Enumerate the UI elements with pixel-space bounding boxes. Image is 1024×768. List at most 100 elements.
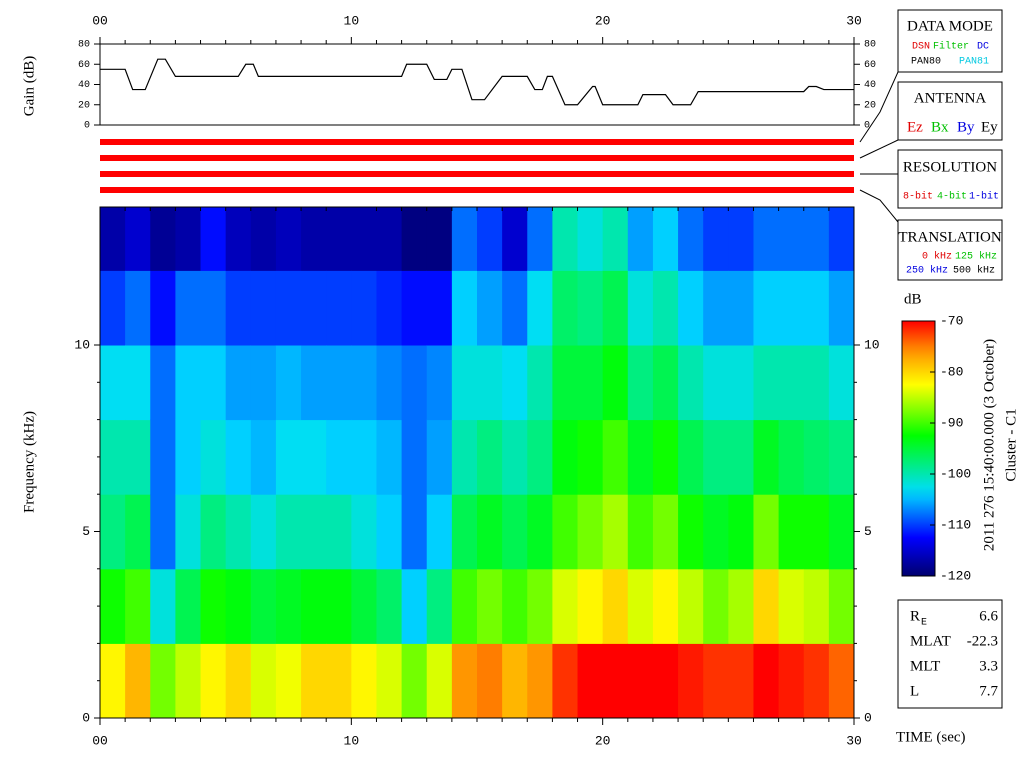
connector (859, 139, 899, 159)
heatmap-cell (351, 345, 377, 421)
heatmap-cell (577, 270, 604, 346)
heatmap-cell (753, 345, 780, 421)
heatmap-cell (451, 207, 478, 271)
heatmap-cell (351, 494, 377, 570)
gain-line (100, 58, 854, 106)
heatmap-cell (175, 345, 202, 421)
heatmap-cell (401, 345, 428, 421)
panel-item: By (957, 119, 975, 135)
heatmap-cell (426, 568, 453, 644)
heatmap-cell (250, 494, 277, 570)
heatmap-cell (150, 345, 176, 421)
heatmap-cell (376, 568, 403, 644)
x-tick-label: 20 (595, 13, 611, 28)
heatmap-cell (200, 207, 227, 271)
status-bar (100, 155, 854, 161)
heatmap-cell (326, 494, 352, 570)
heatmap-cell (753, 207, 780, 271)
heatmap-cell (150, 643, 176, 719)
heatmap-cell (301, 345, 327, 421)
heatmap-cell (828, 270, 855, 346)
heatmap-cell (451, 419, 478, 495)
panel-item: Ey (981, 119, 998, 135)
heatmap-cell (803, 270, 830, 346)
heatmap-cell (753, 494, 780, 570)
heatmap-cell (627, 643, 654, 719)
heatmap-cell (778, 207, 805, 271)
y-tick-label: 80 (864, 40, 876, 51)
panel-item: DSN (912, 42, 930, 53)
heatmap-cell (125, 207, 151, 271)
heatmap-cell (652, 419, 679, 495)
colorbar-tick-label: -100 (940, 466, 971, 481)
colorbar-tick-label: -120 (940, 568, 971, 583)
heatmap-cell (275, 345, 302, 421)
heatmap-cell (376, 345, 403, 421)
status-bar (100, 171, 854, 177)
x-tick-label: 00 (92, 733, 108, 748)
heatmap-cell (728, 419, 754, 495)
heatmap-cell (426, 494, 453, 570)
y-tick-label: 0 (864, 121, 870, 132)
heatmap-cell (703, 207, 729, 271)
y-tick-label: 5 (82, 524, 90, 539)
heatmap-cell (125, 270, 151, 346)
panel-title: TRANSLATION (898, 229, 1001, 245)
heatmap-cell (301, 643, 327, 719)
heatmap-cell (502, 419, 528, 495)
heatmap-cell (728, 568, 754, 644)
heatmap-cell (426, 419, 453, 495)
heatmap-cell (150, 568, 176, 644)
heatmap-cell (552, 643, 579, 719)
info-label: MLAT (910, 633, 951, 649)
heatmap-cell (100, 494, 126, 570)
panel-item: 125 kHz (955, 251, 997, 263)
heatmap-cell (527, 643, 553, 719)
heatmap-cell (200, 643, 227, 719)
colorbar (901, 320, 936, 577)
heatmap-cell (275, 568, 302, 644)
heatmap-cell (250, 643, 277, 719)
heatmap-cell (401, 643, 428, 719)
heatmap-cell (275, 643, 302, 719)
status-bar (100, 139, 854, 145)
heatmap-cell (326, 270, 352, 346)
spacecraft: Cluster - C1 (1003, 408, 1019, 481)
heatmap-cell (577, 643, 604, 719)
heatmap-cell (301, 419, 327, 495)
heatmap-cell (652, 207, 679, 271)
heatmap-cell (602, 207, 629, 271)
panel-box (897, 219, 1003, 281)
heatmap-cell (527, 207, 553, 271)
heatmap-cell (602, 419, 629, 495)
heatmap-cell (250, 207, 277, 271)
info-label: L (910, 683, 919, 699)
heatmap-cell (627, 568, 654, 644)
panel-title: RESOLUTION (903, 159, 997, 175)
heatmap-cell (175, 494, 202, 570)
heatmap-cell (577, 419, 604, 495)
panel-item: Ez (907, 119, 923, 135)
status-bars (100, 71, 899, 223)
heatmap-cell (552, 270, 579, 346)
heatmap-cell (627, 419, 654, 495)
x-tick-label: 00 (92, 13, 108, 28)
heatmap-cell (703, 345, 729, 421)
panel-item: 8-bit (903, 191, 933, 203)
y-tick-label: 0 (82, 710, 90, 725)
heatmap-cell (451, 568, 478, 644)
panel-item: Filter (933, 41, 969, 53)
info-table: R E 6.6 MLAT -22.3 MLT 3.3 L 7.7 (910, 608, 999, 699)
heatmap-cell (703, 568, 729, 644)
heatmap-cell (175, 270, 202, 346)
heatmap-cell (250, 568, 277, 644)
heatmap-cell (326, 643, 352, 719)
heatmap-cell (376, 207, 403, 271)
heatmap-cell (678, 270, 704, 346)
heatmap-cell (828, 207, 855, 271)
heatmap-cell (225, 419, 252, 495)
y-axis-label: Gain (dB) (21, 56, 37, 116)
panel-item: PAN81 (959, 57, 989, 68)
heatmap-cell (326, 419, 352, 495)
connector (859, 71, 899, 143)
